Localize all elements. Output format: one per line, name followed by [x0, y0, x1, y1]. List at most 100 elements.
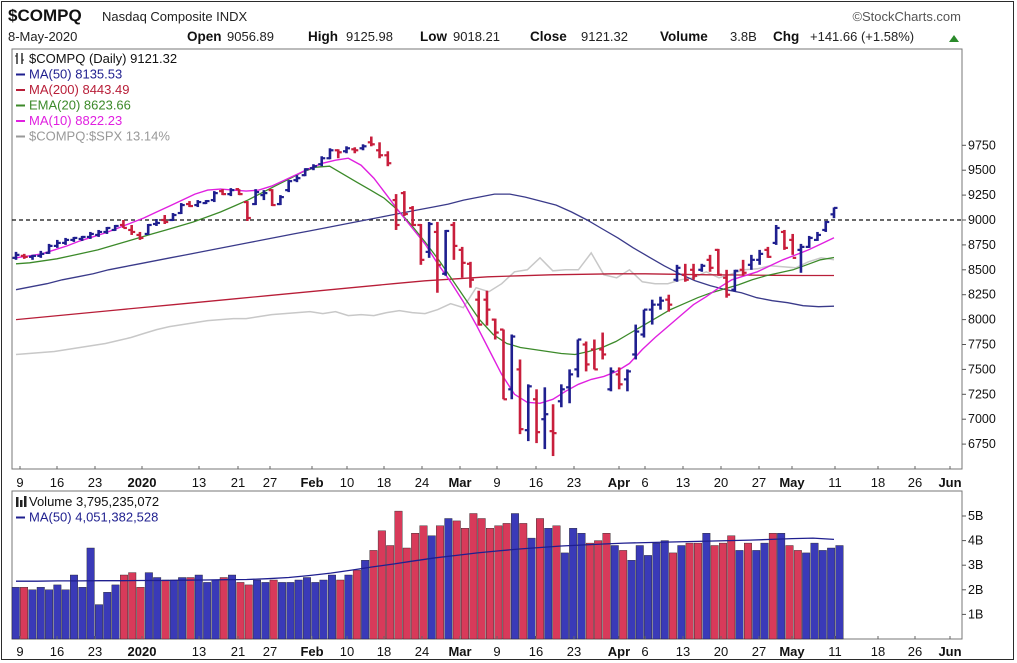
price-legend-label: $COMPQ:$SPX 13.14%	[29, 129, 170, 144]
ohlc-bar	[549, 404, 557, 457]
ohlc-bar	[797, 243, 805, 273]
x-axis-bottom-tick-label: 6	[641, 644, 648, 659]
volume-bar	[286, 582, 295, 640]
price-legend-label: MA(10) 8822.23	[29, 113, 122, 128]
price-legend-label: MA(200) 8443.49	[29, 82, 129, 97]
price-tick-label: 6750	[968, 437, 996, 451]
volume-bar	[203, 582, 212, 640]
ohlc-bar	[632, 324, 640, 360]
x-axis-bottom-tick-label: 20	[714, 644, 728, 659]
ohlc-bar	[756, 249, 764, 265]
volume-bar	[211, 579, 220, 640]
x-axis-top-tick-label: 6	[641, 475, 648, 490]
volume-tick-label: 5B	[968, 509, 983, 523]
x-axis-top-tick-label: 13	[192, 475, 206, 490]
x-axis-bottom-tick-label: May	[779, 644, 805, 659]
x-axis-bottom-tick-label: 18	[377, 644, 391, 659]
volume-bar	[685, 542, 694, 640]
x-axis-bottom-tick-label: 2020	[128, 644, 157, 659]
ohlc-bar	[533, 389, 541, 444]
volume-value: 3.8B	[730, 29, 757, 44]
ohlc-bar	[202, 199, 210, 205]
ohlc-bar	[739, 259, 747, 276]
ohlc-bar	[260, 190, 268, 201]
ohlc-bar	[458, 246, 466, 278]
volume-bar	[677, 545, 686, 640]
ohlc-bar	[690, 263, 698, 280]
volume-bar	[361, 560, 370, 640]
x-axis-bottom-tick-label: 16	[50, 644, 64, 659]
volume-bar	[527, 537, 536, 640]
ohlc-bar	[805, 235, 813, 248]
price-tick-label: 9000	[968, 213, 996, 227]
volume-bar	[402, 547, 411, 640]
ohlc-bar	[681, 263, 689, 282]
volume-bar	[802, 552, 811, 640]
volume-bar	[61, 589, 70, 640]
ohlc-bar	[706, 254, 714, 272]
volume-bar	[719, 542, 727, 640]
ohlc-bar	[37, 250, 45, 258]
ohlc-bar	[409, 206, 417, 227]
brand-label[interactable]: ©StockCharts.com	[852, 9, 961, 24]
x-axis-bottom-tick-label: 23	[567, 644, 581, 659]
volume-bar	[194, 574, 203, 640]
ohlc-bar	[524, 384, 532, 442]
volume-tick-label: 3B	[968, 558, 983, 572]
volume-bar	[494, 525, 503, 640]
ohlc-bar	[119, 220, 127, 230]
ohlc-bar	[822, 220, 830, 232]
ohlc-bar	[714, 248, 722, 276]
ohlc-bar	[301, 168, 309, 177]
ohlc-bar	[95, 229, 103, 237]
volume-bar	[244, 584, 253, 640]
ohlc-bar	[152, 219, 160, 226]
volume-bar	[511, 513, 519, 640]
price-tick-label: 8250	[968, 288, 996, 302]
ohlc-bar	[698, 263, 706, 272]
volume-tick-label: 1B	[968, 607, 983, 621]
x-axis-top-tick-label: 20	[714, 475, 728, 490]
volume-bar	[427, 535, 436, 640]
ohlc-bar	[136, 231, 144, 240]
x-axis-top-tick-label: 11	[828, 475, 842, 490]
price-tick-label: 7000	[968, 412, 996, 426]
price-tick-label: 9250	[968, 188, 996, 202]
ohlc-bar	[566, 369, 574, 404]
price-tick-label: 7250	[968, 387, 996, 401]
volume-bar	[536, 518, 544, 640]
x-axis-top-tick-label: May	[779, 475, 805, 490]
high-label: High	[308, 29, 338, 44]
volume-bar	[53, 584, 62, 640]
volume-bar	[436, 525, 444, 640]
ohlc-bar	[574, 338, 582, 378]
volume-bar	[644, 555, 652, 640]
x-axis-top-tick-label: Mar	[448, 475, 471, 490]
volume-bar	[369, 550, 378, 640]
ohlc-bar	[70, 236, 78, 242]
volume-bar	[744, 542, 752, 640]
volume-bar	[319, 579, 328, 640]
volume-bar	[219, 577, 228, 640]
volume-bar	[253, 579, 262, 640]
volume-label: Volume	[660, 29, 708, 44]
x-axis-top-tick-label: 18	[377, 475, 391, 490]
ohlc-bar	[723, 269, 731, 298]
ohlc-bar	[780, 229, 788, 250]
volume-bar	[752, 550, 761, 640]
ohlc-bar	[607, 367, 615, 392]
volume-bar	[627, 560, 636, 640]
volume-bar	[86, 547, 95, 640]
x-axis-bottom-tick-label: Feb	[300, 644, 323, 659]
ohlc-bar	[376, 142, 384, 159]
x-axis-bottom-tick-label: Jun	[938, 644, 961, 659]
ohlc-bar	[276, 195, 284, 206]
ohlc-bar	[516, 359, 524, 435]
symbol-name: Nasdaq Composite INDX	[102, 9, 248, 24]
volume-bar	[344, 574, 353, 640]
ohlc-bar	[194, 200, 202, 208]
ohlc-bar	[491, 318, 499, 340]
x-axis-top-tick-label: 16	[50, 475, 64, 490]
ohlc-bar	[78, 235, 86, 241]
